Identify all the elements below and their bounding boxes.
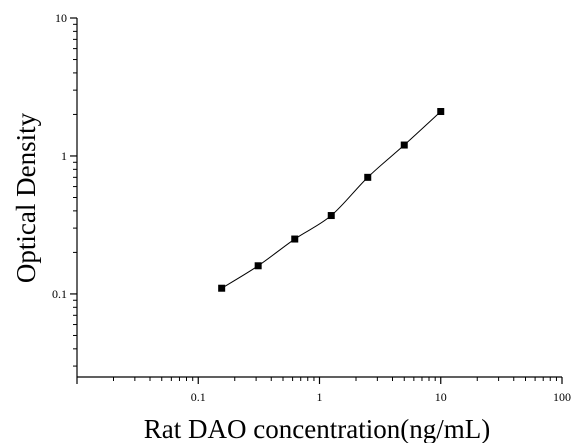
fit-curve — [221, 111, 442, 289]
axes-layer: 0.1 1 10 100 0.1 1 10 — [52, 11, 571, 404]
y-tick-label: 1 — [61, 149, 67, 163]
data-point — [437, 108, 445, 116]
x-tick-label: 1 — [317, 390, 323, 404]
data-point — [218, 284, 226, 292]
y-axis-title: Optical Density — [11, 112, 41, 283]
x-tick-label: 10 — [435, 390, 447, 404]
x-tick-label: 0.1 — [191, 390, 206, 404]
data-point — [327, 212, 335, 220]
data-point — [400, 141, 408, 149]
data-point — [254, 262, 262, 270]
x-axis-title: Rat DAO concentration(ng/mL) — [144, 414, 490, 443]
x-tick-label: 100 — [553, 390, 571, 404]
curve-layer — [221, 111, 442, 289]
data-point — [364, 173, 372, 181]
y-tick-label: 0.1 — [52, 287, 67, 301]
y-tick-label: 10 — [55, 11, 67, 25]
data-point — [291, 235, 299, 243]
points-layer — [218, 108, 445, 292]
